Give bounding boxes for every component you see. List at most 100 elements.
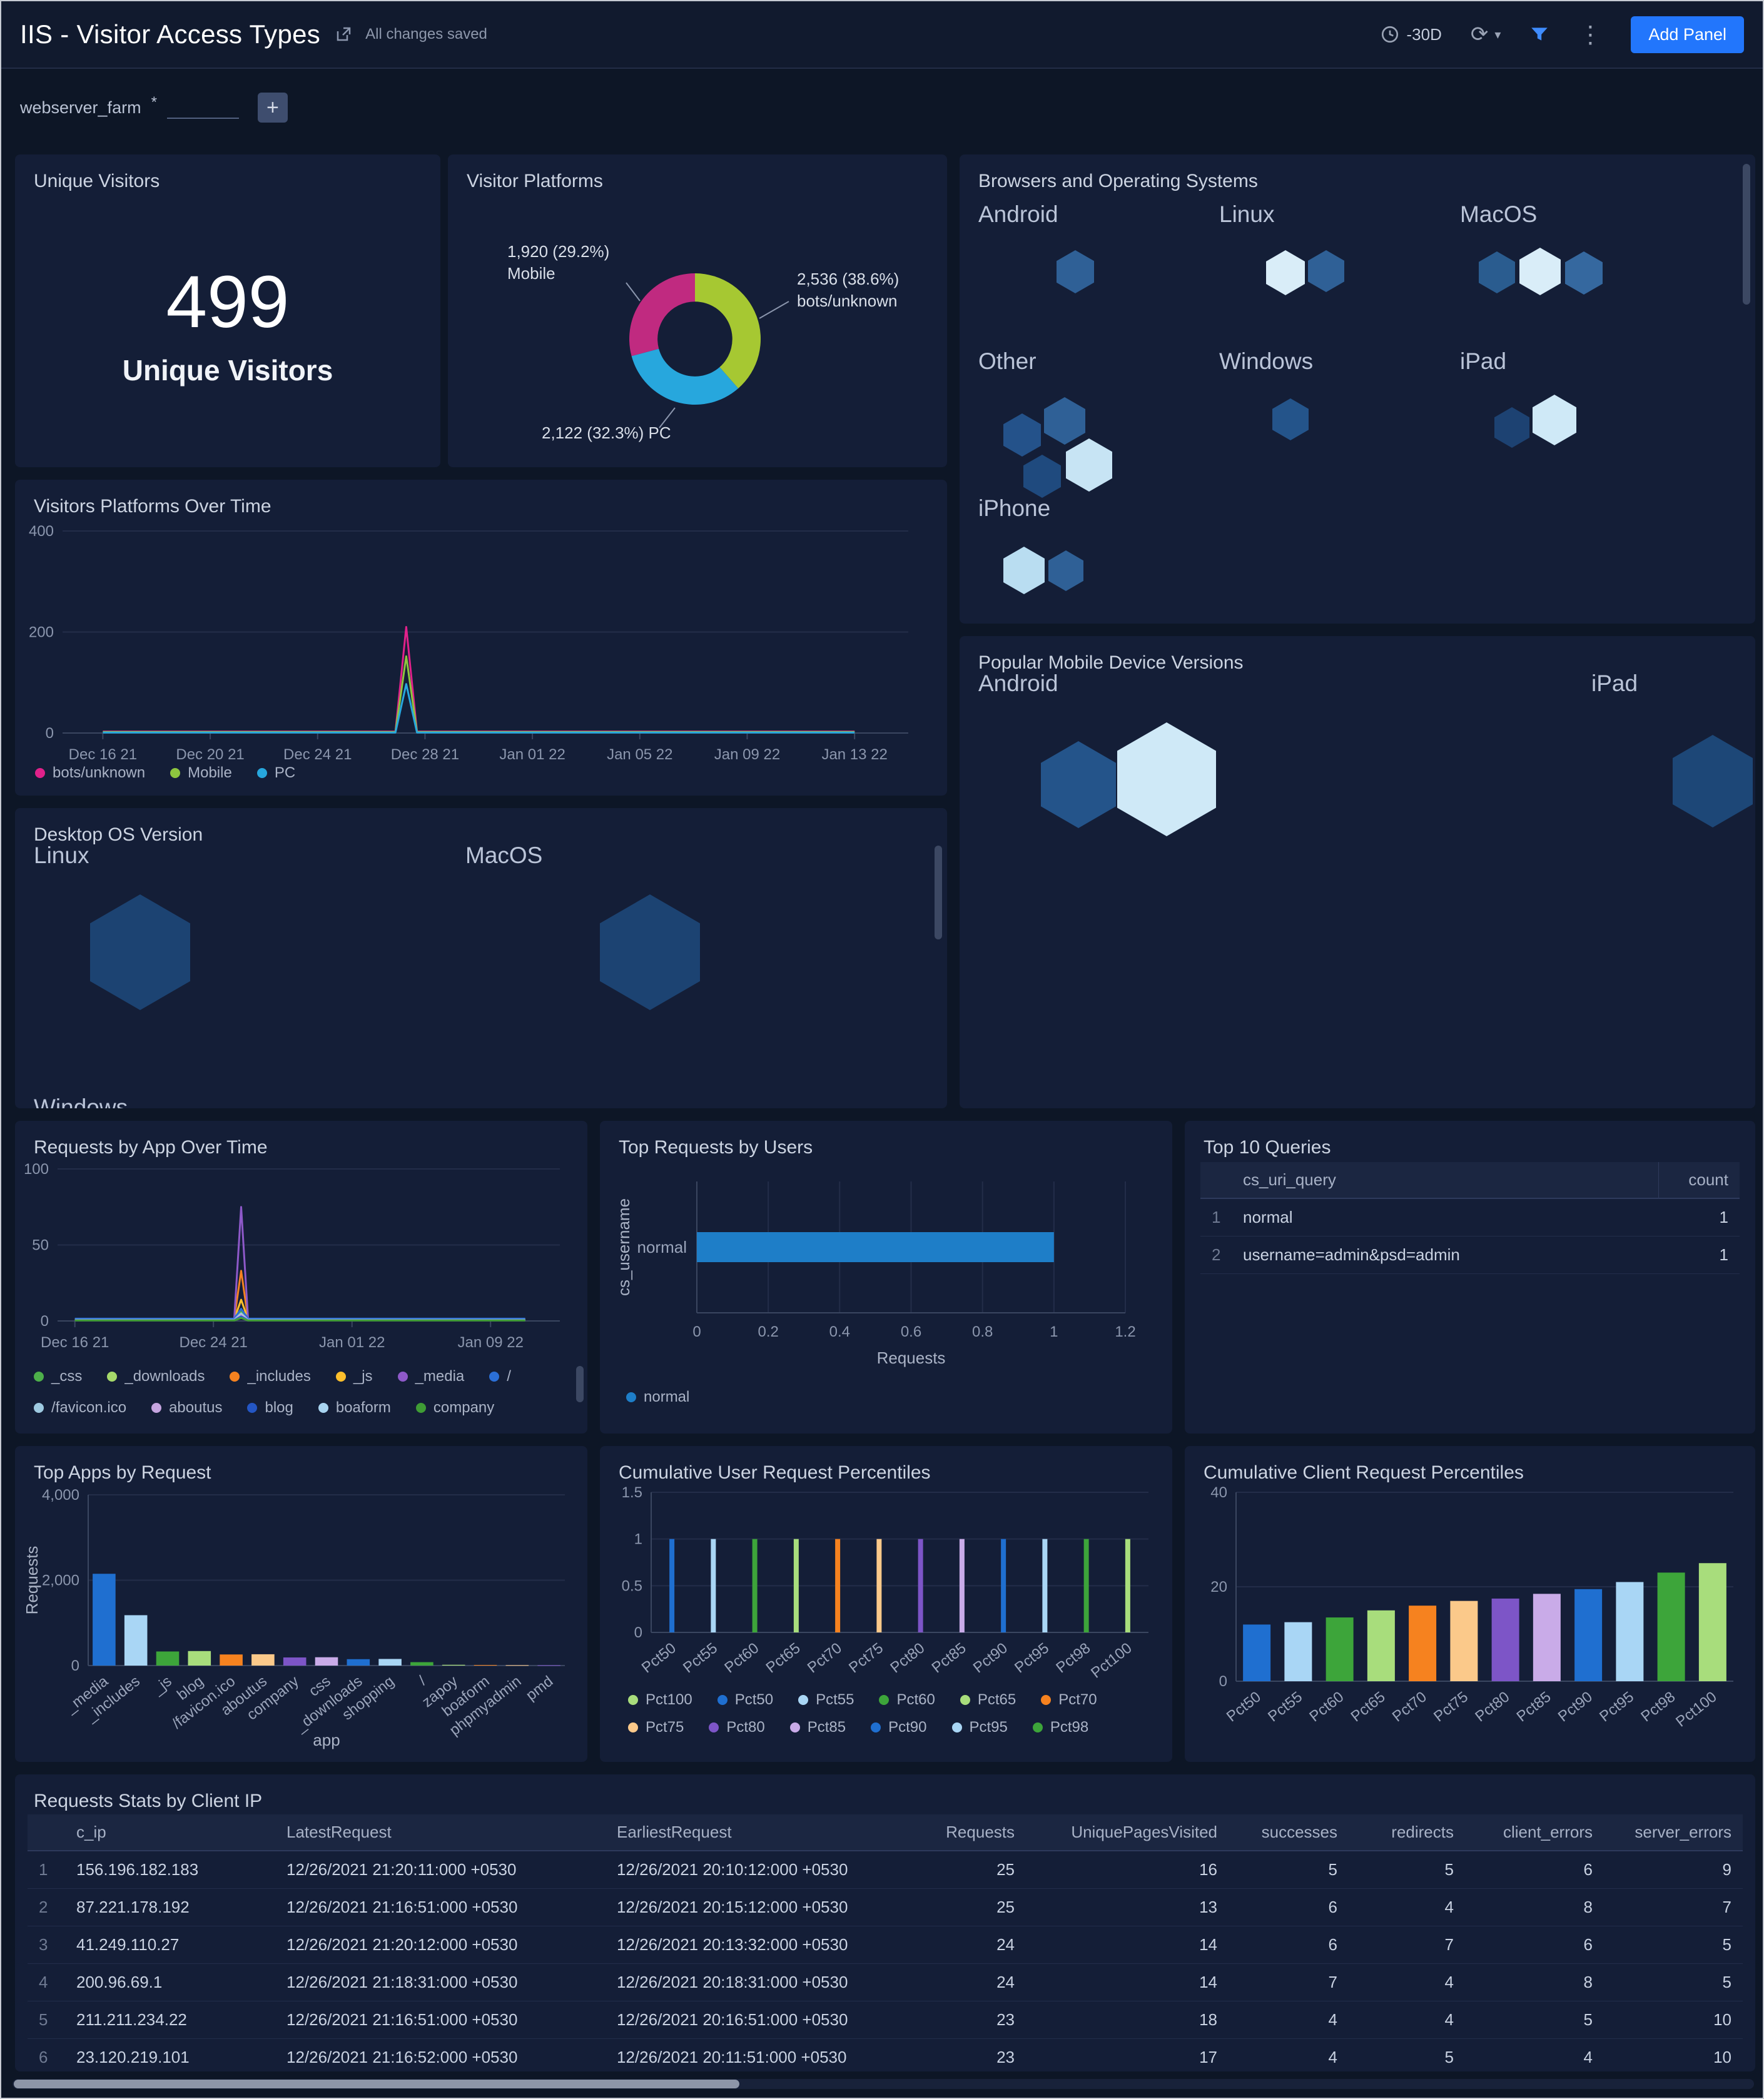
vertical-scrollbar[interactable] bbox=[576, 1366, 584, 1402]
table-row[interactable]: 2 username=admin&psd=admin 1 bbox=[1200, 1236, 1740, 1274]
hexagon[interactable] bbox=[1023, 455, 1061, 498]
time-range-button[interactable]: -30D bbox=[1380, 24, 1442, 44]
chart-legend[interactable]: _css _downloads _includes _js _media / /favico… bbox=[34, 1366, 559, 1419]
cumulative-client-percentiles-chart[interactable]: 0 20 40 Pct50 Pct55 Pct60 Pct65 Pct70 Pct75 Pct80… bbox=[1192, 1481, 1746, 1758]
hexagon[interactable] bbox=[1003, 547, 1045, 594]
hexagon[interactable] bbox=[1041, 741, 1116, 828]
legend-item[interactable]: Pct98 bbox=[1032, 1719, 1088, 1736]
table-row[interactable]: 1 156.196.182.183 12/26/2021 21:20:11:000 … bbox=[28, 1851, 1743, 1889]
svg-text:100: 100 bbox=[24, 1161, 49, 1178]
legend-item[interactable]: _media bbox=[397, 1366, 464, 1387]
hexagon[interactable] bbox=[1494, 407, 1529, 448]
share-icon[interactable] bbox=[334, 25, 353, 44]
legend-item[interactable]: PC bbox=[256, 764, 295, 782]
table-cell: 24 bbox=[913, 1963, 1026, 2001]
column-header[interactable]: cs_uri_query bbox=[1232, 1162, 1658, 1199]
chart-legend[interactable]: Pct100 Pct50 Pct55 Pct60 Pct65 Pct70 Pct75 Pct8… bbox=[628, 1691, 1128, 1736]
hexagon[interactable] bbox=[1308, 250, 1344, 292]
hexagon[interactable] bbox=[1266, 250, 1305, 295]
hexagon[interactable] bbox=[1565, 251, 1603, 295]
column-header[interactable]: c_ip bbox=[65, 1814, 275, 1851]
column-header[interactable]: UniquePagesVisited bbox=[1026, 1814, 1229, 1851]
browsers-os-honeycomb[interactable]: Android Linux MacOS Other Windows iPad iPhone bbox=[978, 201, 1735, 608]
requests-by-app-chart[interactable]: 0 50 100 Dec 16 21 Dec 24 21 Jan 01 22 Jan 09 … bbox=[21, 1160, 575, 1355]
legend-item[interactable]: _includes bbox=[230, 1366, 311, 1387]
cumulative-user-percentiles-chart[interactable]: 0 0.5 1 1.5 Pct50 Pct55 Pct60 Pct65 Pct70 Pct75 Pc… bbox=[607, 1481, 1161, 1691]
legend-item[interactable]: _css bbox=[34, 1366, 82, 1387]
legend-item[interactable]: _js bbox=[335, 1366, 373, 1387]
legend-item[interactable]: Mobile bbox=[170, 764, 232, 782]
table-row[interactable]: 2 87.221.178.192 12/26/2021 21:16:51:000 +… bbox=[28, 1888, 1743, 1926]
column-header[interactable]: client_errors bbox=[1465, 1814, 1604, 1851]
hexagon[interactable] bbox=[1003, 413, 1041, 457]
legend-item[interactable]: Pct85 bbox=[789, 1719, 846, 1736]
hexagon[interactable] bbox=[1057, 250, 1094, 293]
hexagon[interactable] bbox=[1272, 398, 1309, 440]
legend-item[interactable]: / bbox=[489, 1366, 511, 1387]
horizontal-scrollbar[interactable] bbox=[13, 2079, 1754, 2089]
legend-item[interactable]: Pct65 bbox=[960, 1691, 1016, 1709]
filter-button[interactable] bbox=[1529, 24, 1549, 44]
legend-item[interactable]: Pct80 bbox=[709, 1719, 765, 1736]
legend-item[interactable]: Pct95 bbox=[951, 1719, 1008, 1736]
table-row[interactable]: 1 normal 1 bbox=[1200, 1198, 1740, 1237]
column-header[interactable]: Requests bbox=[913, 1814, 1026, 1851]
table-row[interactable]: 3 41.249.110.27 12/26/2021 21:20:12:000 +0… bbox=[28, 1926, 1743, 1964]
column-header[interactable]: LatestRequest bbox=[275, 1814, 606, 1851]
legend-item[interactable]: _downloads bbox=[107, 1366, 205, 1387]
legend-item[interactable]: Pct90 bbox=[871, 1719, 927, 1736]
visitor-platforms-donut-chart[interactable] bbox=[448, 183, 947, 464]
column-header[interactable]: successes bbox=[1229, 1814, 1349, 1851]
legend-item[interactable]: Pct60 bbox=[879, 1691, 935, 1709]
legend-item[interactable]: Pct50 bbox=[717, 1691, 773, 1709]
column-header[interactable]: server_errors bbox=[1604, 1814, 1743, 1851]
table-row[interactable]: 4 200.96.69.1 12/26/2021 21:18:31:000 +053… bbox=[28, 1963, 1743, 2001]
hexagon[interactable] bbox=[1519, 248, 1561, 295]
filter-name[interactable]: webserver_farm bbox=[20, 98, 141, 117]
filter-value-input[interactable] bbox=[166, 96, 239, 119]
column-header[interactable]: count bbox=[1658, 1162, 1740, 1199]
desktop-os-honeycomb[interactable]: Linux MacOS bbox=[34, 842, 928, 1093]
legend-item[interactable]: /favicon.ico bbox=[34, 1397, 126, 1419]
vertical-scrollbar[interactable] bbox=[1743, 164, 1750, 305]
legend-item[interactable]: bots/unknown bbox=[35, 764, 145, 782]
hexagon[interactable] bbox=[1044, 397, 1085, 445]
hexagon[interactable] bbox=[1066, 438, 1112, 492]
requests-stats-table[interactable]: c_ip LatestRequest EarliestRequest Requests… bbox=[28, 1814, 1743, 2071]
legend-item[interactable]: normal bbox=[626, 1388, 689, 1406]
top-queries-table[interactable]: cs_uri_query count 1 normal 1 2 username=admin… bbox=[1200, 1162, 1740, 1274]
legend-item[interactable]: blog bbox=[247, 1397, 293, 1419]
hexagon[interactable] bbox=[90, 894, 190, 1010]
horizontal-scrollbar-thumb[interactable] bbox=[14, 2080, 739, 2088]
legend-item[interactable]: company bbox=[415, 1397, 494, 1419]
legend-item[interactable]: boaform bbox=[318, 1397, 391, 1419]
column-header[interactable]: EarliestRequest bbox=[606, 1814, 913, 1851]
hexagon[interactable] bbox=[1673, 735, 1753, 827]
popular-mobile-honeycomb[interactable]: Android iPad bbox=[978, 670, 1753, 1083]
table-row[interactable]: 6 23.120.219.101 12/26/2021 21:16:52:000 +… bbox=[28, 2038, 1743, 2071]
hexagon[interactable] bbox=[1533, 395, 1576, 445]
legend-item[interactable]: Pct55 bbox=[798, 1691, 854, 1709]
table-cell: 200.96.69.1 bbox=[65, 1963, 275, 2001]
vertical-scrollbar[interactable] bbox=[935, 846, 942, 939]
column-header[interactable]: redirects bbox=[1349, 1814, 1465, 1851]
hexagon[interactable] bbox=[1117, 722, 1216, 836]
top-requests-users-chart[interactable]: 0 0.2 0.4 0.6 0.8 1 1.2 normal cs_username Reques… bbox=[609, 1160, 1157, 1375]
refresh-button[interactable]: ⟳ ▾ bbox=[1471, 24, 1501, 45]
table-row[interactable]: 5 211.211.234.22 12/26/2021 21:16:51:000 +… bbox=[28, 2001, 1743, 2039]
hexagon[interactable] bbox=[600, 894, 700, 1010]
legend-item[interactable]: aboutus bbox=[151, 1397, 222, 1419]
legend-item[interactable]: Pct100 bbox=[628, 1691, 692, 1709]
top-apps-chart[interactable]: 0 2,000 4,000 _media _includes _js blog/favico… bbox=[23, 1481, 576, 1756]
add-filter-button[interactable]: + bbox=[257, 93, 288, 123]
chart-legend[interactable]: normal bbox=[626, 1388, 1127, 1406]
svg-text:Pct55: Pct55 bbox=[1265, 1688, 1305, 1725]
hexagon[interactable] bbox=[1479, 251, 1515, 293]
kebab-menu[interactable]: ⋮ bbox=[1578, 21, 1603, 48]
hexagon[interactable] bbox=[1048, 550, 1083, 591]
chart-legend[interactable]: bots/unknown Mobile PC bbox=[35, 764, 911, 782]
platforms-over-time-chart[interactable]: 0 200 400 Dec 16 21 Dec 20 21 Dec 24 21 Dec 28… bbox=[23, 518, 930, 769]
add-panel-button[interactable]: Add Panel bbox=[1631, 16, 1744, 53]
legend-item[interactable]: Pct75 bbox=[628, 1719, 684, 1736]
legend-item[interactable]: Pct70 bbox=[1041, 1691, 1097, 1709]
